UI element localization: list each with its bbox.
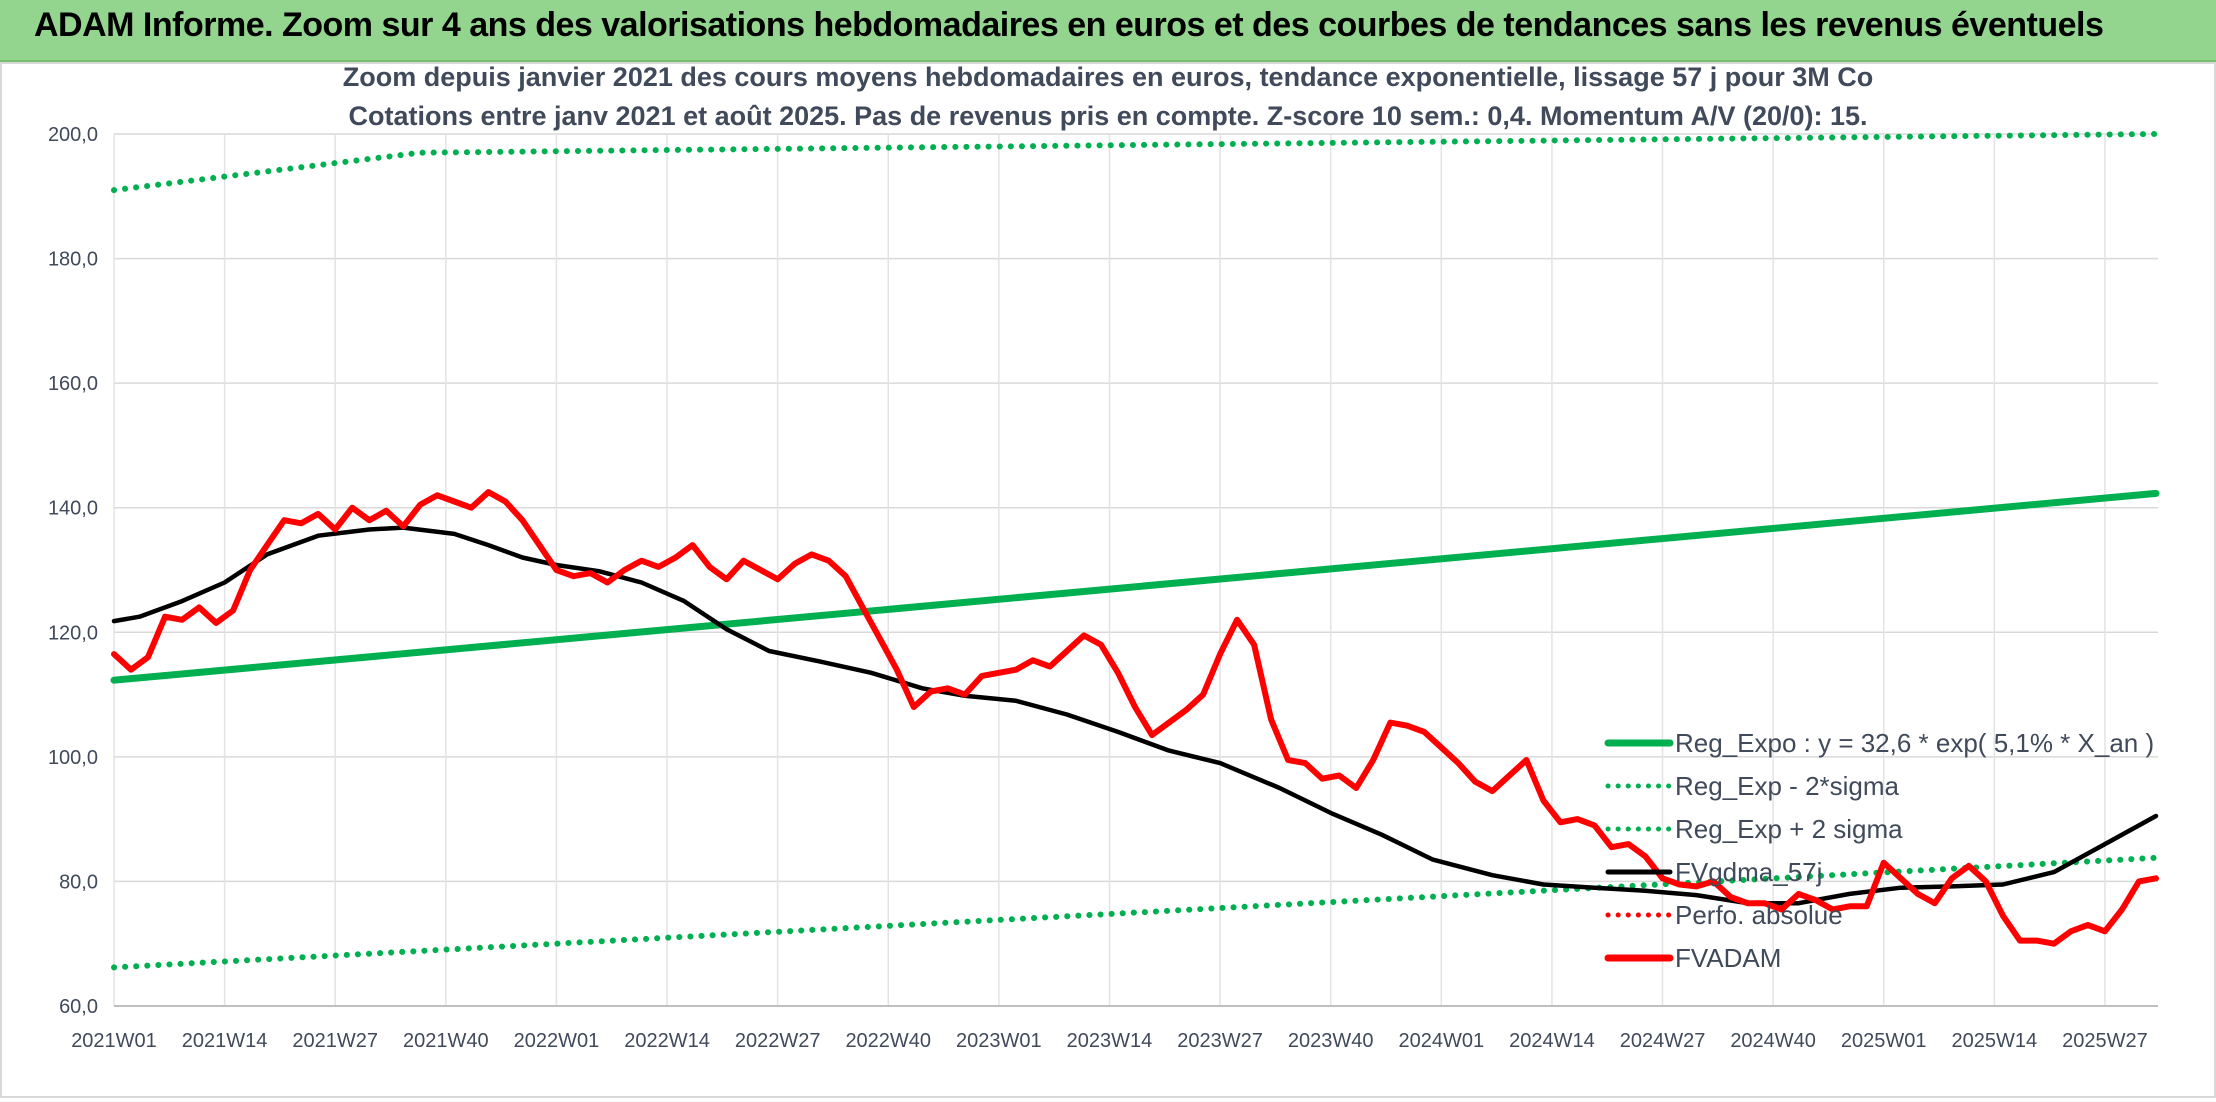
header-banner: ADAM Informe. Zoom sur 4 ans des valoris…	[0, 0, 2216, 62]
x-tick-label: 2022W14	[624, 1030, 710, 1052]
x-tick-label: 2024W01	[1398, 1030, 1484, 1052]
y-tick-label: 140,0	[48, 498, 98, 520]
x-tick-label: 2023W27	[1177, 1030, 1263, 1052]
x-tick-label: 2023W14	[1067, 1030, 1153, 1052]
chart-subtitle-1: Zoom depuis janvier 2021 des cours moyen…	[343, 64, 1873, 92]
series-line-1	[111, 854, 2159, 971]
series-line-2	[111, 131, 2159, 194]
legend: Reg_Expo : y = 32,6 * exp( 5,1% * X_an )…	[1604, 728, 2154, 973]
x-tick-label: 2024W14	[1509, 1030, 1595, 1052]
x-tick-label: 2021W01	[71, 1030, 157, 1052]
axes: 60,0 80,0 100,0 120,0 140,0 160,0 180,0 200,0 20…	[48, 124, 2158, 1052]
x-tick-label: 2021W27	[292, 1030, 378, 1052]
x-tick-label: 2023W01	[956, 1030, 1042, 1052]
y-tick-label: 200,0	[48, 124, 98, 146]
x-tick-label: 2024W27	[1620, 1030, 1706, 1052]
y-tick-label: 100,0	[48, 747, 98, 769]
x-tick-label: 2021W40	[403, 1030, 489, 1052]
legend-label: Perfo. absolue	[1675, 900, 1843, 930]
chart-area: 60,0 80,0 100,0 120,0 140,0 160,0 180,0 200,0 20…	[0, 62, 2216, 1098]
chart-subtitle-2: Cotations entre janv 2021 et août 2025. …	[348, 101, 1867, 131]
legend-label: FVgdma_57j	[1675, 857, 1822, 887]
x-tick-label: 2025W27	[2062, 1030, 2148, 1052]
x-tick-label: 2022W27	[735, 1030, 821, 1052]
y-tick-label: 80,0	[59, 871, 98, 893]
grid	[113, 133, 2158, 1007]
y-tick-label: 60,0	[59, 996, 98, 1018]
x-tick-label: 2021W14	[182, 1030, 268, 1052]
page-title: ADAM Informe. Zoom sur 4 ans des valoris…	[34, 6, 2104, 44]
x-tick-label: 2025W14	[1952, 1030, 2038, 1052]
legend-label: Reg_Exp - 2*sigma	[1675, 771, 1900, 801]
legend-label: FVADAM	[1675, 943, 1781, 973]
x-tick-label: 2025W01	[1841, 1030, 1927, 1052]
y-tick-label: 120,0	[48, 622, 98, 644]
series-line-0	[110, 489, 2160, 684]
y-tick-label: 180,0	[48, 249, 98, 271]
x-tick-label: 2022W40	[845, 1030, 931, 1052]
legend-label: Reg_Expo : y = 32,6 * exp( 5,1% * X_an )	[1675, 728, 2154, 758]
x-tick-label: 2023W40	[1288, 1030, 1374, 1052]
trend-chart: 60,0 80,0 100,0 120,0 140,0 160,0 180,0 200,0 20…	[48, 64, 2160, 1052]
series-line-5	[111, 489, 2159, 947]
x-tick-label: 2024W40	[1730, 1030, 1816, 1052]
series-group	[110, 131, 2160, 971]
legend-label: Reg_Exp + 2 sigma	[1675, 814, 1903, 844]
y-tick-label: 160,0	[48, 373, 98, 395]
x-tick-label: 2022W01	[514, 1030, 600, 1052]
